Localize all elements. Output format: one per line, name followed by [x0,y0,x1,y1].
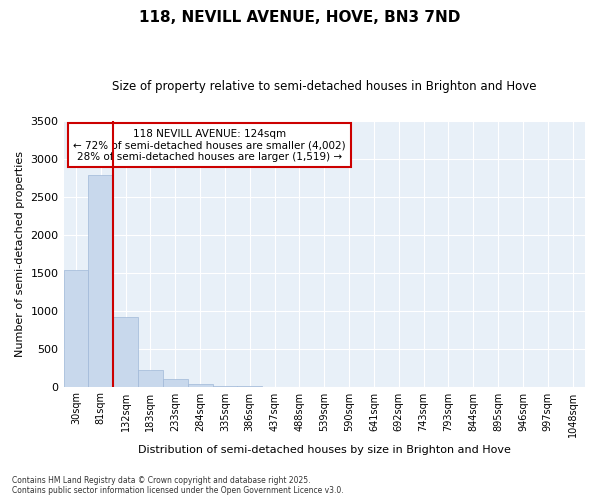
Y-axis label: Number of semi-detached properties: Number of semi-detached properties [15,150,25,356]
Bar [188,384,212,386]
Bar [64,270,88,386]
Bar [163,380,188,386]
Bar [88,176,113,386]
X-axis label: Distribution of semi-detached houses by size in Brighton and Hove: Distribution of semi-detached houses by … [138,445,511,455]
Text: 118, NEVILL AVENUE, HOVE, BN3 7ND: 118, NEVILL AVENUE, HOVE, BN3 7ND [139,10,461,25]
Title: Size of property relative to semi-detached houses in Brighton and Hove: Size of property relative to semi-detach… [112,80,536,93]
Text: 118 NEVILL AVENUE: 124sqm
← 72% of semi-detached houses are smaller (4,002)
28% : 118 NEVILL AVENUE: 124sqm ← 72% of semi-… [73,128,346,162]
Text: Contains HM Land Registry data © Crown copyright and database right 2025.
Contai: Contains HM Land Registry data © Crown c… [12,476,344,495]
Bar [113,318,138,386]
Bar [138,370,163,386]
